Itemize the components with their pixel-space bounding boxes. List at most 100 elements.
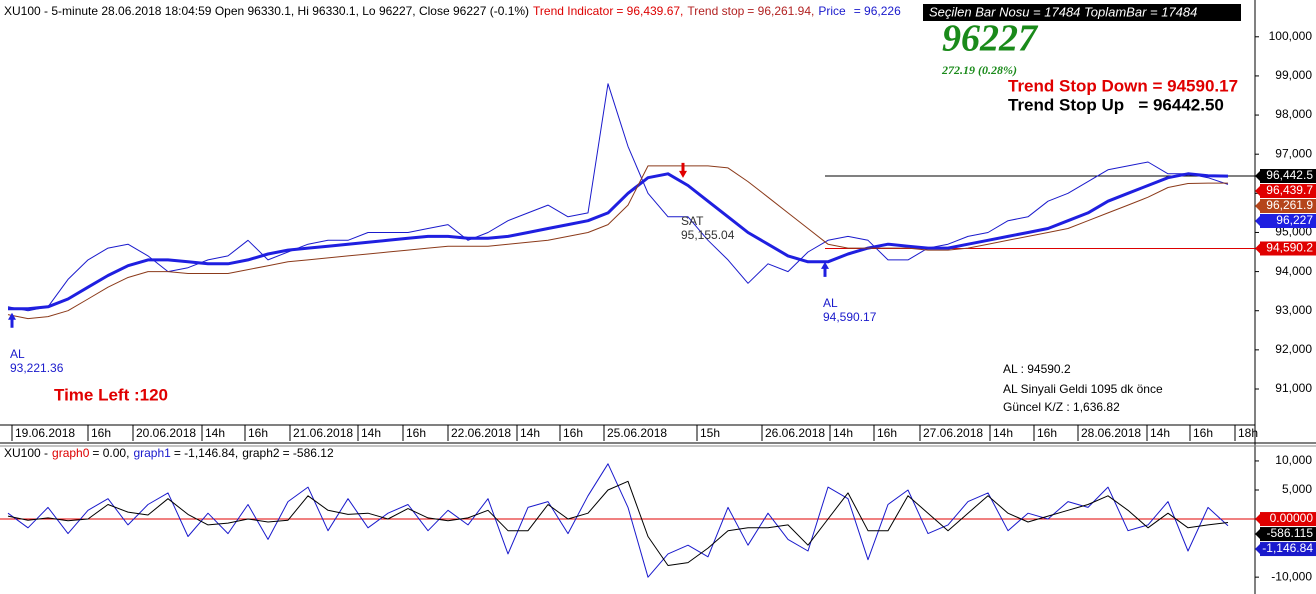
x-tick-label: 16h: [1193, 426, 1213, 440]
x-tick-label: 14h: [993, 426, 1013, 440]
x-tick-label: 18h: [1238, 426, 1258, 440]
price-box-label: 96,261.9: [1266, 198, 1313, 212]
y-tick-label: 100,000: [1269, 29, 1313, 43]
series-line: [7, 480, 1229, 566]
x-tick-label: 20.06.2018: [136, 426, 196, 440]
x-tick-label: 16h: [406, 426, 426, 440]
legend-name: Trend stop: [687, 4, 744, 18]
bar-info: Seçilen Bar Nosu = 17484 ToplamBar = 174…: [929, 4, 1197, 19]
x-tick-label: 21.06.2018: [293, 426, 353, 440]
x-tick-label: 19.06.2018: [15, 426, 75, 440]
x-tick-label: 28.06.2018: [1081, 426, 1141, 440]
legend-value: = 96,439.67,: [616, 4, 683, 18]
price-box-label: 96,439.7: [1266, 183, 1313, 197]
price-box: [1260, 199, 1316, 214]
legend-value: = 96,261.94,: [747, 4, 814, 18]
signal-label: AL: [10, 347, 25, 361]
price-box-label: -1,146.84: [1262, 541, 1313, 555]
x-tick-label: 16h: [1037, 426, 1057, 440]
y-tick-label: 98,000: [1275, 107, 1312, 121]
price-box: [1260, 169, 1316, 184]
signal-arrow: [821, 261, 829, 277]
x-tick-label: 16h: [248, 426, 268, 440]
legend-name: graph2: [242, 446, 280, 460]
price-change: 272.19 (0.28%): [941, 63, 1017, 77]
y-tick-label: 94,000: [1275, 264, 1312, 278]
price-box: [1260, 512, 1316, 527]
x-tick-label: 14h: [1150, 426, 1170, 440]
y-tick-label: 91,000: [1275, 381, 1312, 395]
trend-stop-down: Trend Stop Down = 94590.17: [1008, 76, 1238, 95]
price-box-label: 94,590.2: [1266, 241, 1313, 255]
signal-info: AL : 94590.2: [1003, 362, 1071, 376]
x-tick-label: 14h: [833, 426, 853, 440]
x-tick-label: 14h: [205, 426, 225, 440]
price-box-pointer: [1255, 529, 1260, 540]
signal-info: Güncel K/Z : 1,636.82: [1003, 400, 1120, 414]
x-tick-label: 27.06.2018: [923, 426, 983, 440]
y-tick-label: 92,000: [1275, 342, 1312, 356]
series-line: [8, 172, 1229, 311]
x-tick-label: 26.06.2018: [765, 426, 825, 440]
price-box-pointer: [1255, 544, 1260, 555]
price-box: [1260, 527, 1316, 542]
legend-value: = 96,226: [854, 4, 901, 18]
x-tick-label: 14h: [361, 426, 381, 440]
legend-value: = -1,146.84,: [174, 446, 238, 460]
header-text: XU100 -: [4, 446, 48, 460]
legend-value: = 0.00,: [92, 446, 129, 460]
signal-label: 95,155.04: [681, 228, 735, 242]
y-tick-label: 10,000: [1275, 453, 1312, 467]
price-box-label: 0.00000: [1270, 511, 1314, 525]
price-box-label: 96,227: [1276, 213, 1313, 227]
x-tick-label: 25.06.2018: [607, 426, 667, 440]
y-tick-label: 5,000: [1282, 482, 1312, 496]
price-box: [1260, 214, 1316, 229]
price-box-pointer: [1255, 186, 1260, 197]
header-text: XU100 - 5-minute 28.06.2018 18:04:59 Ope…: [4, 4, 529, 18]
price-box-label: -586.115: [1267, 526, 1314, 540]
y-tick-label: -10,000: [1271, 569, 1312, 583]
price-box-pointer: [1255, 201, 1260, 212]
price-box-pointer: [1255, 171, 1260, 182]
x-tick-label: 16h: [877, 426, 897, 440]
signal-arrow: [679, 162, 687, 178]
time-left: Time Left :120: [54, 385, 168, 404]
x-tick-label: 22.06.2018: [451, 426, 511, 440]
signal-label: 93,221.36: [10, 361, 64, 375]
price-box: [1260, 241, 1316, 256]
price-box: [1260, 184, 1316, 199]
y-tick-label: 97,000: [1275, 146, 1312, 160]
y-tick-label: 93,000: [1275, 303, 1312, 317]
legend-name: graph1: [133, 446, 171, 460]
legend-name: graph0: [52, 446, 90, 460]
price-box-pointer: [1255, 243, 1260, 254]
y-tick-label: 99,000: [1275, 68, 1312, 82]
price-box-pointer: [1255, 514, 1260, 525]
trend-stop-up: Trend Stop Up = 96442.50: [1008, 95, 1224, 114]
legend-name: Price: [818, 4, 846, 18]
x-tick-label: 15h: [700, 426, 720, 440]
last-price: 96227: [942, 18, 1039, 60]
signal-arrow: [8, 312, 16, 328]
series-line: [7, 165, 1228, 320]
x-tick-label: 14h: [520, 426, 540, 440]
bar-info-box: [923, 4, 1241, 21]
osc-header: XU100 - graph0 = 0.00, graph1 = -1,146.84, gr…: [4, 446, 334, 460]
legend-name: Trend Indicator: [533, 4, 613, 18]
price-box: [1260, 542, 1316, 557]
signal-info: AL Sinyali Geldi 1095 dk önce: [1003, 382, 1163, 396]
price-box-label: 96,442.5: [1266, 168, 1313, 182]
y-tick-label: 95,000: [1275, 225, 1312, 239]
price-box-pointer: [1255, 216, 1260, 227]
x-tick-label: 16h: [91, 426, 111, 440]
signal-label: AL: [823, 296, 838, 310]
x-tick-label: 16h: [563, 426, 583, 440]
signal-label: SAT: [681, 214, 704, 228]
legend-value: = -586.12: [283, 446, 334, 460]
signal-label: 94,590.17: [823, 310, 877, 324]
header: XU100 - 5-minute 28.06.2018 18:04:59 Ope…: [4, 4, 901, 18]
series-line: [7, 83, 1229, 312]
